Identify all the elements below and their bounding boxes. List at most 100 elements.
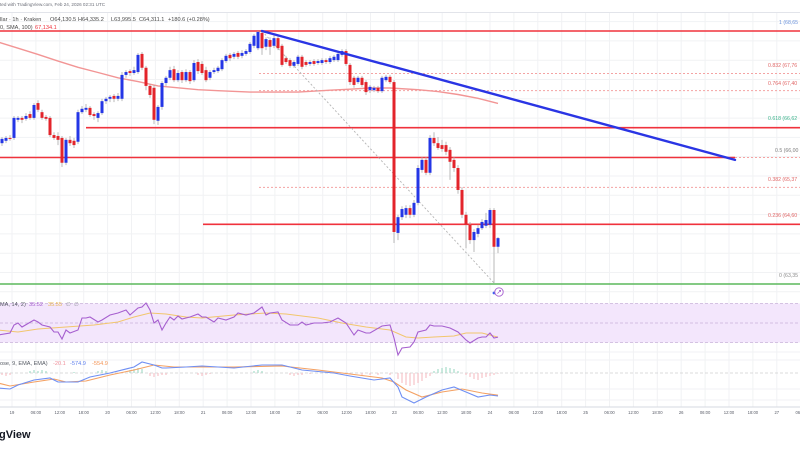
candle-down[interactable] xyxy=(360,75,364,87)
candle-up[interactable] xyxy=(428,135,432,176)
candle-down[interactable] xyxy=(352,75,356,88)
candle-up[interactable] xyxy=(404,205,408,219)
candle-up[interactable] xyxy=(24,113,28,121)
candle-up[interactable] xyxy=(116,93,120,102)
candle-up[interactable] xyxy=(0,136,4,147)
candle-up[interactable] xyxy=(336,52,340,63)
candle-down[interactable] xyxy=(464,211,468,249)
candle-up[interactable] xyxy=(356,75,360,84)
candle-up[interactable] xyxy=(120,72,124,102)
candle-down[interactable] xyxy=(376,85,380,94)
candle-down[interactable] xyxy=(148,83,152,98)
candle-down[interactable] xyxy=(268,37,272,55)
candle-down[interactable] xyxy=(144,65,148,91)
candle-down[interactable] xyxy=(432,132,436,147)
candle-up[interactable] xyxy=(164,75,168,86)
candle-down[interactable] xyxy=(408,205,412,219)
candle-down[interactable] xyxy=(196,59,200,74)
candle-down[interactable] xyxy=(424,157,428,176)
candle-down[interactable] xyxy=(468,221,472,244)
candle-up[interactable] xyxy=(220,58,224,72)
candle-up[interactable] xyxy=(416,165,420,206)
candle-up[interactable] xyxy=(124,70,128,78)
candle-up[interactable] xyxy=(176,70,180,83)
candle-down[interactable] xyxy=(112,94,116,103)
candle-down[interactable] xyxy=(56,132,60,146)
candle-down[interactable] xyxy=(392,80,396,243)
ma-legend-params[interactable]: 0, SMA, 100) xyxy=(0,25,33,31)
candle-down[interactable] xyxy=(436,136,440,150)
candle-down[interactable] xyxy=(188,70,192,84)
candle-down[interactable] xyxy=(344,49,348,66)
candle-up[interactable] xyxy=(132,66,136,75)
candle-down[interactable] xyxy=(440,139,444,152)
candle-up[interactable] xyxy=(192,60,196,83)
candle-up[interactable] xyxy=(292,60,296,68)
candle-down[interactable] xyxy=(44,115,48,121)
candle-down[interactable] xyxy=(88,105,92,117)
candle-down[interactable] xyxy=(388,74,392,84)
candle-down[interactable] xyxy=(452,157,456,172)
candle-down[interactable] xyxy=(460,187,464,219)
candle-up[interactable] xyxy=(76,109,80,145)
candle-down[interactable] xyxy=(92,112,96,120)
candle-up[interactable] xyxy=(248,41,252,54)
candle-down[interactable] xyxy=(280,43,284,67)
candle-down[interactable] xyxy=(172,65,176,83)
candle-down[interactable] xyxy=(28,111,32,120)
candle-up[interactable] xyxy=(64,137,68,166)
candle-down[interactable] xyxy=(456,165,460,194)
candle-up[interactable] xyxy=(244,49,248,56)
time-axis[interactable]: 19 06:00 12:00 18:00 20 06:00 12:00 18:00 21 06:0… xyxy=(0,407,800,421)
candle-up[interactable] xyxy=(136,52,140,74)
rsi-legend-params[interactable]: MA, 14, 2) xyxy=(0,302,26,308)
candle-up[interactable] xyxy=(400,206,404,221)
candle-up[interactable] xyxy=(472,229,476,253)
candle-up[interactable] xyxy=(488,208,492,229)
candle-up[interactable] xyxy=(84,104,88,113)
candle-up[interactable] xyxy=(252,33,256,49)
candle-up[interactable] xyxy=(308,60,312,66)
candle-up[interactable] xyxy=(476,224,480,238)
candle-up[interactable] xyxy=(100,98,104,116)
candle-up[interactable] xyxy=(412,199,416,218)
candle-up[interactable] xyxy=(12,115,16,140)
candle-down[interactable] xyxy=(200,61,204,75)
candle-down[interactable] xyxy=(128,69,132,76)
candle-down[interactable] xyxy=(204,66,208,83)
candle-down[interactable] xyxy=(444,141,448,156)
candle-down[interactable] xyxy=(48,115,52,137)
candle-down[interactable] xyxy=(364,80,368,95)
candle-down[interactable] xyxy=(260,31,264,55)
candle-down[interactable] xyxy=(492,208,496,284)
candle-up[interactable] xyxy=(160,81,164,110)
candle-down[interactable] xyxy=(52,132,56,140)
candle-up[interactable] xyxy=(208,70,212,81)
candle-up[interactable] xyxy=(332,54,336,63)
candle-down[interactable] xyxy=(312,59,316,66)
candle-up[interactable] xyxy=(108,94,112,103)
candle-down[interactable] xyxy=(140,52,144,71)
candle-up[interactable] xyxy=(328,55,332,64)
candle-up[interactable] xyxy=(240,50,244,59)
candle-down[interactable] xyxy=(276,35,280,51)
fib-retracement-diagonal[interactable] xyxy=(261,30,496,285)
candle-down[interactable] xyxy=(20,115,24,124)
candle-down[interactable] xyxy=(324,58,328,64)
candle-down[interactable] xyxy=(152,84,156,125)
candle-up[interactable] xyxy=(320,58,324,65)
candle-down[interactable] xyxy=(40,109,44,120)
candle-up[interactable] xyxy=(272,34,276,49)
symbol-title[interactable]: llar · 1h · Kraken xyxy=(0,17,42,23)
candle-up[interactable] xyxy=(420,157,424,173)
candle-down[interactable] xyxy=(36,100,40,113)
candle-down[interactable] xyxy=(348,62,352,85)
macd-legend-params[interactable]: ose, 9, EMA, EMA) xyxy=(0,361,48,367)
candle-up[interactable] xyxy=(16,115,20,123)
candle-up[interactable] xyxy=(156,104,160,126)
candle-up[interactable] xyxy=(216,65,220,74)
candle-up[interactable] xyxy=(384,74,388,83)
candle-up[interactable] xyxy=(396,214,400,241)
candle-up[interactable] xyxy=(212,67,216,74)
